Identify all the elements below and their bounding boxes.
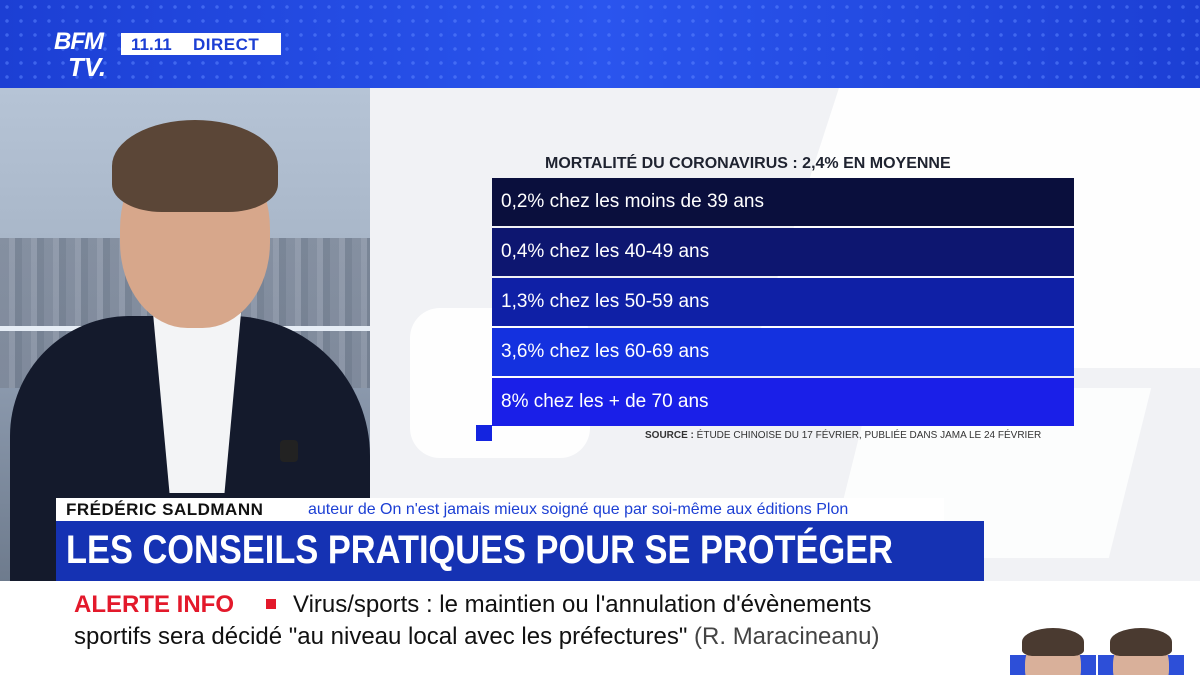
guest-name: FRÉDÉRIC SALDMANN [66,500,264,519]
source-text: ÉTUDE CHINOISE DU 17 FÉVRIER, PUBLIÉE DA… [693,430,1042,441]
speaker-shirt [153,313,241,493]
mortality-list: 0,2% chez les moins de 39 ans 0,4% chez l… [492,178,1074,428]
speaker-hair [112,120,278,212]
channel-header: BFM TV. 11.11 DIRECT [0,0,1200,88]
guest-name-strip: FRÉDÉRIC SALDMANN auteur de On n'est jam… [56,498,944,521]
thumbnail-hair [1110,628,1172,656]
clock-time: 11.11 [131,35,172,54]
headline-text: LES CONSEILS PRATIQUES POUR SE PROTÉGER [66,528,893,572]
thumbnail-hair [1022,628,1084,656]
alert-text-line1: Virus/sports : le maintien ou l'annulati… [293,591,872,618]
panel-title: MORTALITÉ DU CORONAVIRUS : 2,4% EN MOYEN… [545,155,951,172]
logo-line1: BFM [54,28,104,55]
alert-attribution: (R. Maracineanu) [687,623,880,650]
source-label: SOURCE : [645,430,694,441]
bfmtv-logo: BFM TV. [54,30,116,82]
alert-label: ALERTE INFO [74,591,234,618]
alert-text-line2: sportifs sera décidé "au niveau local av… [74,623,879,651]
live-time-badge: 11.11 DIRECT [121,33,281,55]
presenter-thumbnail [1010,628,1096,675]
mortality-row: 3,6% chez les 60-69 ans [492,328,1074,376]
mortality-row: 0,2% chez les moins de 39 ans [492,178,1074,226]
mortality-row: 8% chez les + de 70 ans [492,378,1074,426]
live-label: DIRECT [193,35,260,54]
source-note: SOURCE : ÉTUDE CHINOISE DU 17 FÉVRIER, P… [645,430,1041,441]
accent-square [476,425,492,441]
lapel-microphone [280,440,298,462]
guest-role: auteur de On n'est jamais mieux soigné q… [308,501,849,518]
logo-line2: TV. [68,52,107,82]
headline-banner: LES CONSEILS PRATIQUES POUR SE PROTÉGER [56,521,984,581]
presenter-thumbnail [1098,628,1184,675]
mortality-row: 0,4% chez les 40-49 ans [492,228,1074,276]
speaker-video [0,88,370,588]
alert-ticker: ALERTE INFO Virus/sports : le maintien o… [0,581,1200,675]
alert-text-main: sportifs sera décidé "au niveau local av… [74,623,688,650]
mortality-row: 1,3% chez les 50-59 ans [492,278,1074,326]
alert-bullet-icon [266,599,276,609]
